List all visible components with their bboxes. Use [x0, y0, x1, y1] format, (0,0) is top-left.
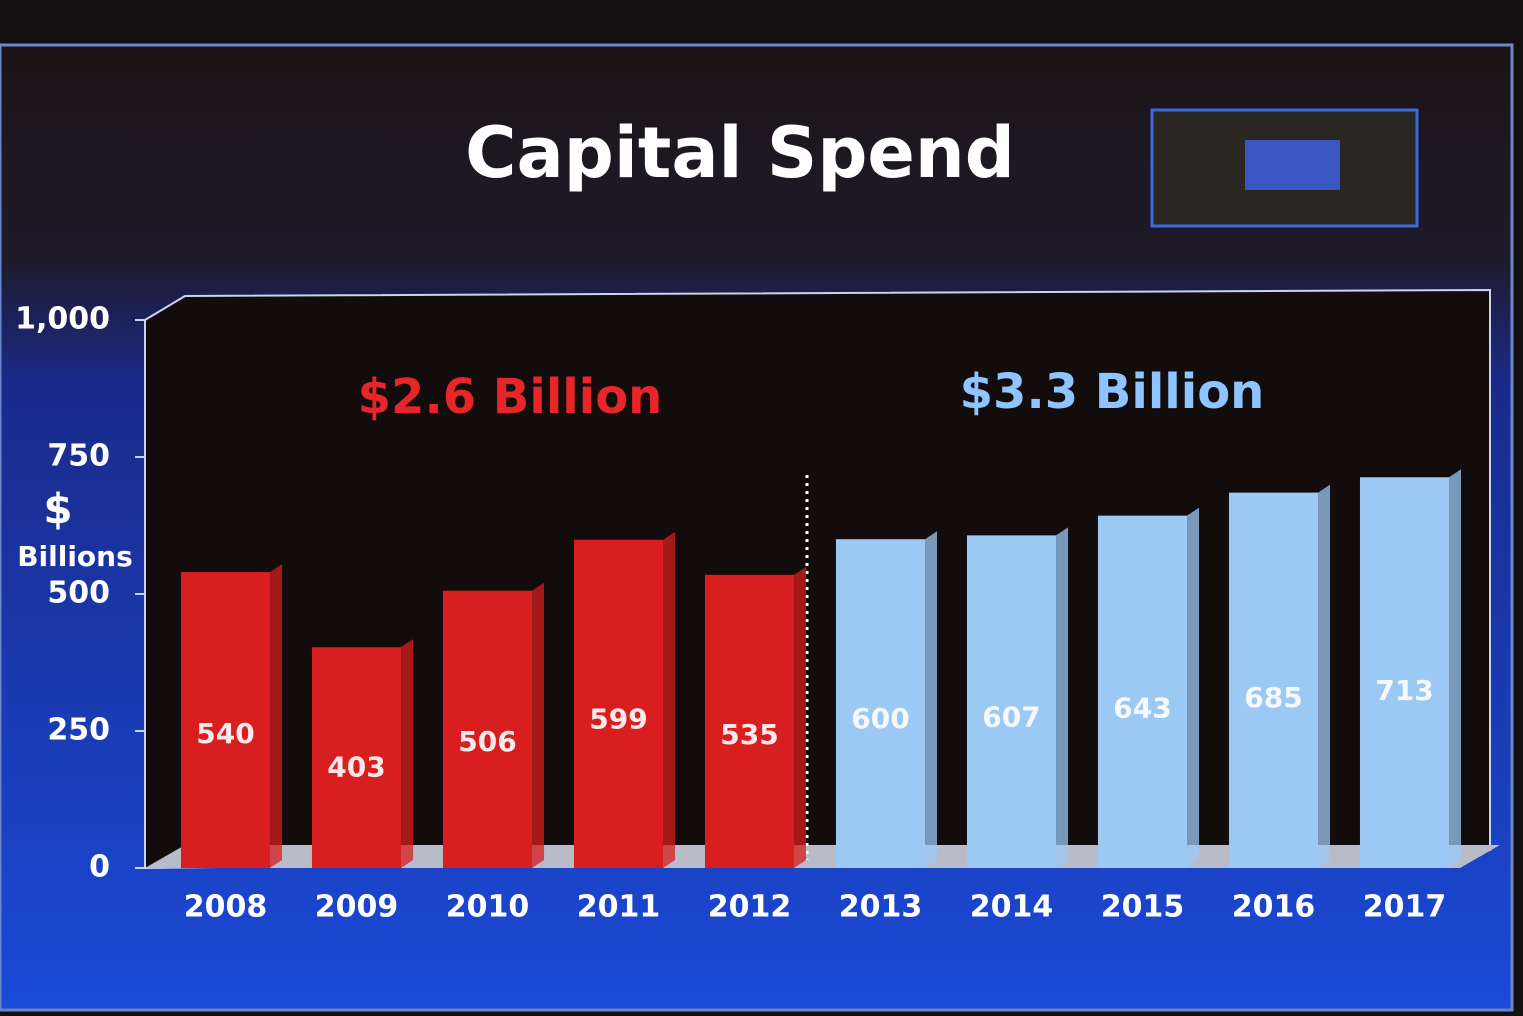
- y-axis-label: Billions: [17, 540, 133, 573]
- bar-side: [663, 531, 676, 868]
- value-label: 607: [982, 700, 1040, 733]
- x-tick-label: 2010: [446, 890, 530, 925]
- bar: [966, 535, 1057, 868]
- bar-side: [532, 582, 545, 868]
- value-label: 600: [851, 702, 909, 735]
- value-label: 403: [327, 751, 385, 784]
- bar: [704, 574, 795, 868]
- value-label: 643: [1113, 691, 1171, 724]
- bar-side: [270, 564, 283, 868]
- bar: [1228, 492, 1319, 868]
- bar-side: [1318, 484, 1331, 868]
- bar: [442, 590, 533, 868]
- bar: [1359, 477, 1450, 868]
- bar-side: [1187, 507, 1200, 868]
- bar: [573, 539, 664, 868]
- value-label: 535: [720, 718, 778, 751]
- y-tick-label: 250: [47, 713, 110, 748]
- y-tick-label: 500: [47, 576, 110, 611]
- bar: [835, 539, 926, 868]
- bar-side: [1449, 469, 1462, 868]
- x-tick-label: 2016: [1232, 890, 1316, 925]
- bar-side: [925, 531, 938, 868]
- y-tick-label: 1,000: [15, 302, 110, 337]
- bar: [1097, 515, 1188, 868]
- bar-side: [794, 566, 807, 868]
- value-label: 599: [589, 702, 647, 735]
- bar: [180, 572, 271, 868]
- bar: [311, 647, 402, 868]
- inset-screen: [1245, 140, 1340, 190]
- x-tick-label: 2009: [315, 890, 399, 925]
- annotation: $3.3 Billion: [960, 364, 1265, 420]
- value-label: 685: [1244, 681, 1302, 714]
- value-label: 713: [1375, 674, 1433, 707]
- x-tick-label: 2008: [184, 890, 268, 925]
- x-tick-label: 2012: [708, 890, 792, 925]
- value-label: 540: [196, 717, 254, 750]
- x-tick-label: 2011: [577, 890, 661, 925]
- y-tick-label: 750: [47, 439, 110, 474]
- x-tick-label: 2014: [970, 890, 1054, 925]
- x-tick-label: 2013: [839, 890, 923, 925]
- x-tick-label: 2015: [1101, 890, 1185, 925]
- value-label: 506: [458, 725, 516, 758]
- x-tick-label: 2017: [1363, 890, 1447, 925]
- bar-side: [401, 639, 414, 868]
- chart-title: Capital Spend: [465, 112, 1015, 194]
- y-tick-label: 0: [89, 850, 110, 885]
- annotation: $2.6 Billion: [358, 369, 663, 425]
- y-axis-label: $: [43, 485, 72, 534]
- bar-side: [1056, 527, 1069, 868]
